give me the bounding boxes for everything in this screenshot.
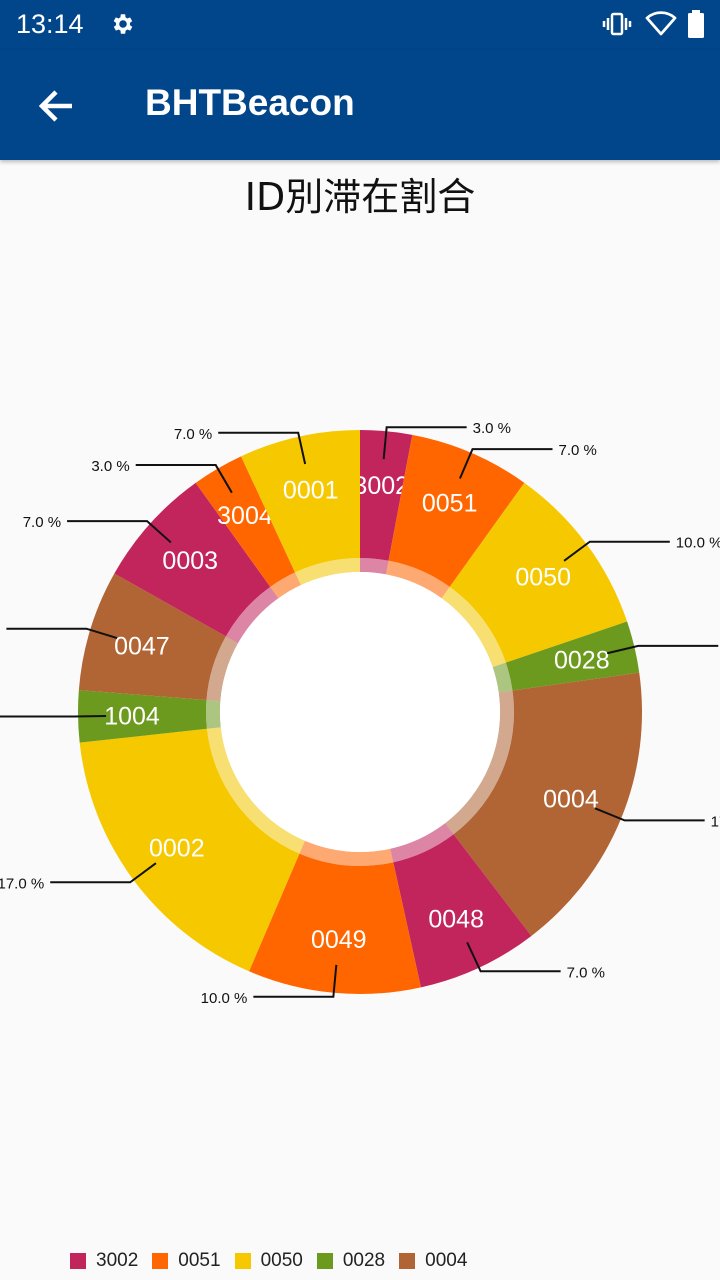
value-label: 17.0 % bbox=[711, 813, 720, 830]
value-label: 10.0 % bbox=[201, 990, 248, 1007]
value-label: 10.0 % bbox=[676, 535, 720, 552]
slice-0047 bbox=[78, 573, 226, 701]
wifi-icon bbox=[645, 11, 677, 36]
leader-line bbox=[382, 426, 467, 460]
value-label: 7.0 % bbox=[23, 514, 61, 531]
leader-line bbox=[67, 520, 172, 544]
leader-line bbox=[606, 644, 719, 655]
slice-inner-0047 bbox=[206, 636, 239, 702]
slice-0028 bbox=[505, 621, 640, 691]
value-label: 3.0 % bbox=[91, 458, 129, 475]
slice-label: 0049 bbox=[311, 926, 367, 954]
slice-0004 bbox=[453, 672, 642, 936]
slice-label: 3002 bbox=[353, 472, 409, 500]
slice-label: 0048 bbox=[428, 906, 484, 934]
app-title: BHTBeacon bbox=[145, 82, 355, 123]
legend-item: 0050 bbox=[234, 1250, 303, 1272]
slice-inner-0048 bbox=[390, 823, 454, 863]
arrow-back-icon[interactable] bbox=[28, 78, 84, 134]
slice-inner-0028 bbox=[492, 662, 513, 693]
value-label: 7.0 % bbox=[174, 426, 212, 443]
slice-0050 bbox=[449, 482, 628, 663]
value-label: 7.0 % bbox=[567, 964, 605, 981]
slice-label: 0028 bbox=[554, 646, 610, 674]
leader-line bbox=[459, 448, 553, 479]
vibrate-icon bbox=[602, 12, 632, 36]
slice-inner-0004 bbox=[445, 690, 515, 835]
chart-legend: 3002 0051 0050 0028 0004 bbox=[70, 1249, 481, 1273]
slice-label: 0002 bbox=[149, 835, 205, 863]
legend-label: 0051 bbox=[178, 1250, 221, 1271]
value-label: 3.0 % bbox=[473, 420, 511, 437]
chart-title: ID別滞在割合 bbox=[244, 175, 476, 219]
legend-label: 0028 bbox=[342, 1250, 386, 1271]
leader-line bbox=[50, 862, 157, 884]
slice-3002 bbox=[360, 430, 413, 561]
slice-0003 bbox=[114, 482, 271, 637]
leader-line bbox=[594, 807, 705, 822]
donut-hole bbox=[220, 572, 500, 852]
slice-inner-0001 bbox=[295, 558, 360, 586]
leader-line bbox=[466, 941, 561, 973]
slice-label: 3004 bbox=[217, 502, 273, 530]
leader-line bbox=[218, 431, 307, 465]
gear-icon bbox=[113, 14, 133, 34]
value-label: 17.0 % bbox=[0, 875, 44, 892]
legend-item: 0051 bbox=[152, 1250, 221, 1272]
legend-swatch bbox=[316, 1253, 333, 1269]
leader-line bbox=[6, 627, 118, 639]
legend-item: 0028 bbox=[316, 1250, 386, 1272]
slice-inner-3004 bbox=[270, 572, 301, 599]
slice-1004 bbox=[77, 690, 207, 743]
legend-label: 0050 bbox=[260, 1250, 303, 1271]
legend-swatch bbox=[399, 1253, 416, 1269]
status-bar: 13:14 bbox=[0, 0, 720, 50]
value-label: 7.0 % bbox=[559, 442, 597, 459]
slice-inner-3002 bbox=[360, 558, 389, 575]
slice-0002 bbox=[79, 728, 300, 972]
slice-inner-1004 bbox=[206, 700, 221, 729]
legend-swatch bbox=[234, 1253, 251, 1269]
legend-item: 3002 bbox=[70, 1250, 138, 1272]
slice-3004 bbox=[195, 456, 296, 587]
slice-label: 0051 bbox=[422, 489, 478, 517]
slice-0051 bbox=[388, 434, 525, 587]
legend-item: 0004 bbox=[399, 1250, 467, 1272]
slice-0048 bbox=[393, 834, 532, 988]
slice-label: 0001 bbox=[283, 476, 339, 504]
slice-0049 bbox=[249, 853, 421, 994]
slice-label: 0004 bbox=[543, 785, 599, 813]
legend-label: 3002 bbox=[96, 1250, 139, 1271]
slice-label: 0047 bbox=[114, 633, 170, 661]
legend-label: 0004 bbox=[425, 1250, 468, 1271]
slice-inner-0002 bbox=[206, 727, 305, 854]
legend-swatch bbox=[152, 1253, 169, 1269]
status-time: 13:14 bbox=[16, 9, 84, 39]
leader-line bbox=[563, 540, 670, 562]
app-bar: BHTBeacon bbox=[0, 50, 720, 160]
slice-label: 0050 bbox=[515, 563, 571, 591]
slice-0001 bbox=[241, 430, 360, 573]
leader-line bbox=[253, 964, 338, 998]
slice-inner-0049 bbox=[299, 840, 394, 867]
slice-inner-0051 bbox=[385, 560, 450, 599]
slice-label: 1004 bbox=[104, 703, 160, 731]
legend-swatch bbox=[70, 1253, 86, 1269]
slice-inner-0003 bbox=[225, 586, 279, 644]
slice-label: 0003 bbox=[162, 547, 218, 575]
leader-line bbox=[135, 464, 233, 494]
battery-icon bbox=[688, 10, 704, 38]
slice-inner-0050 bbox=[441, 586, 506, 668]
